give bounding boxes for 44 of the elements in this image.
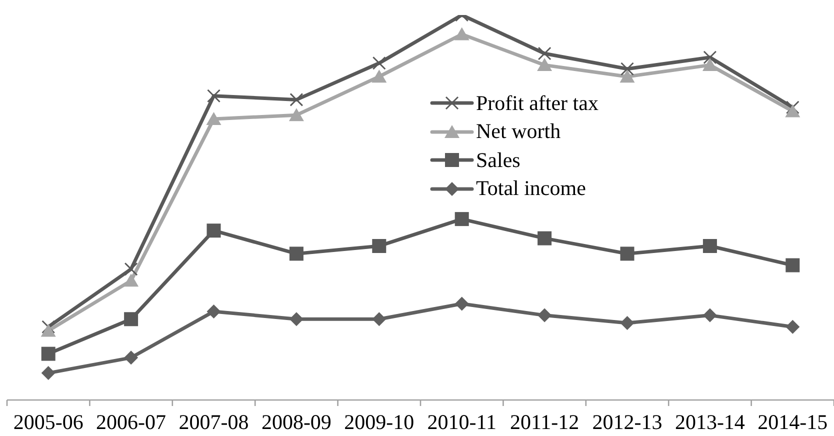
x-tick-label: 2011-12 bbox=[510, 410, 580, 434]
point bbox=[288, 108, 304, 122]
point bbox=[124, 312, 138, 326]
point bbox=[620, 316, 634, 330]
point bbox=[620, 70, 635, 83]
legend-label: Total income bbox=[476, 176, 586, 202]
point bbox=[702, 58, 718, 72]
point bbox=[702, 239, 717, 253]
point bbox=[620, 246, 634, 261]
point bbox=[786, 320, 800, 334]
point bbox=[785, 104, 800, 118]
x-tick-label: 2010-11 bbox=[427, 410, 496, 434]
x-tick-label: 2012-13 bbox=[592, 410, 662, 434]
x-tick-label: 2007-08 bbox=[178, 410, 249, 434]
point bbox=[372, 70, 387, 83]
point bbox=[206, 224, 221, 238]
x-tick-label: 2014-15 bbox=[758, 410, 828, 434]
x-tick-label: 2009-10 bbox=[344, 410, 414, 434]
point bbox=[454, 27, 470, 40]
point bbox=[41, 346, 56, 361]
x-tick-label: 2008-09 bbox=[261, 410, 332, 434]
point bbox=[289, 312, 304, 326]
point bbox=[702, 308, 717, 322]
point bbox=[538, 231, 552, 246]
point bbox=[372, 312, 386, 326]
legend-label: Profit after tax bbox=[476, 90, 598, 116]
point bbox=[454, 296, 469, 311]
point bbox=[372, 239, 386, 253]
point bbox=[41, 366, 56, 380]
x-tick-label: 2005-06 bbox=[13, 410, 84, 434]
point bbox=[124, 274, 139, 287]
point bbox=[786, 258, 800, 272]
x-tick-label: 2006-07 bbox=[96, 410, 166, 434]
point bbox=[40, 324, 56, 337]
legend-label: Net worth bbox=[476, 119, 561, 144]
legend-label: Sales bbox=[476, 148, 520, 173]
point bbox=[124, 350, 138, 365]
point bbox=[289, 246, 304, 261]
point bbox=[538, 308, 552, 322]
point bbox=[537, 58, 552, 72]
x-tick-label: 2013-14 bbox=[674, 410, 746, 434]
point bbox=[206, 112, 222, 125]
point bbox=[454, 212, 469, 226]
point bbox=[206, 304, 221, 318]
